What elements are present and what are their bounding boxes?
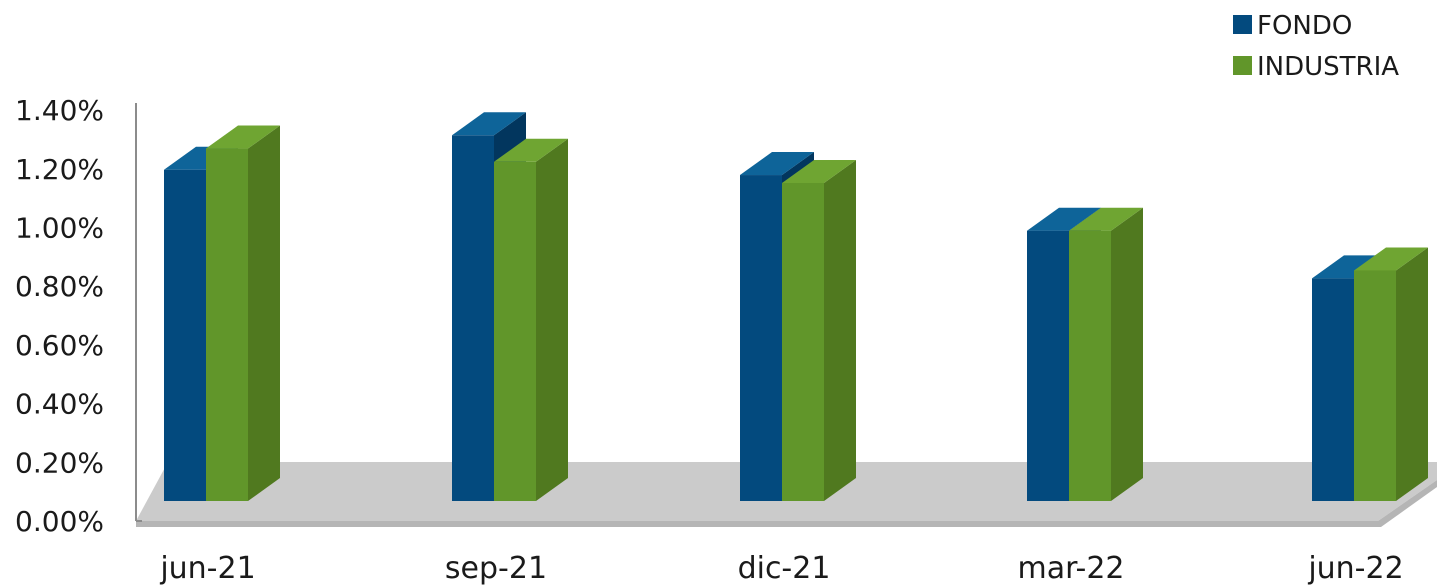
- bar-front: [1354, 270, 1396, 501]
- x-tick-label: sep-21: [445, 551, 547, 586]
- bar-side: [536, 138, 568, 502]
- legend-label: INDUSTRIA: [1257, 52, 1399, 82]
- y-axis: 0.00% 0.20% 0.40% 0.60% 0.80% 1.00% 1.20% 1.40%: [15, 94, 142, 538]
- y-tick-label: 0.00%: [15, 505, 104, 538]
- bar-top: [1069, 207, 1143, 231]
- bar-top: [206, 125, 280, 149]
- legend-label: FONDO: [1257, 11, 1352, 41]
- bar-front: [452, 135, 494, 502]
- x-tick-label: jun-21: [159, 551, 255, 586]
- y-tick-label: 0.80%: [15, 270, 104, 303]
- bar-top: [1354, 247, 1428, 271]
- x-tick-label: dic-21: [738, 551, 831, 586]
- bar-side: [248, 125, 280, 502]
- bar-side: [1111, 207, 1143, 501]
- bar-industria-mar-22: [1069, 207, 1143, 501]
- bar-industria-dic-21: [782, 160, 856, 501]
- y-tick-label: 1.20%: [15, 153, 104, 186]
- bar-front: [1027, 230, 1069, 501]
- bar-front: [1312, 278, 1354, 501]
- legend-item-industria: INDUSTRIA: [1233, 52, 1399, 82]
- bar-front: [164, 169, 206, 501]
- bar-top: [782, 160, 856, 183]
- bar-top: [452, 112, 526, 136]
- bar-top: [740, 152, 814, 176]
- bar-front: [494, 161, 536, 502]
- bar-industria-jun-21: [206, 125, 280, 502]
- bar-industria-jun-22: [1354, 247, 1428, 501]
- bar-front: [1069, 230, 1111, 501]
- bar-side: [1396, 247, 1428, 501]
- bar-top: [1027, 207, 1101, 231]
- bar-front: [782, 183, 824, 501]
- bars: [164, 112, 1428, 502]
- x-axis-labels: jun-21 sep-21 dic-21 mar-22 jun-22: [159, 551, 1403, 586]
- legend: FONDO INDUSTRIA: [1233, 11, 1399, 82]
- legend-swatch: [1233, 15, 1252, 34]
- bar-front: [206, 148, 248, 502]
- y-tick-label: 1.00%: [15, 212, 104, 245]
- bar-top: [494, 138, 568, 162]
- bar-side: [824, 160, 856, 501]
- bar-industria-sep-21: [494, 138, 568, 502]
- x-tick-label: jun-22: [1307, 551, 1403, 586]
- floor-edge: [136, 480, 1437, 527]
- legend-item-fondo: FONDO: [1233, 11, 1352, 41]
- y-tick-label: 0.20%: [15, 446, 104, 479]
- y-tick-label: 0.60%: [15, 329, 104, 362]
- y-tick-label: 0.40%: [15, 388, 104, 421]
- bar-front: [740, 175, 782, 502]
- legend-swatch: [1233, 56, 1252, 75]
- y-tick-label: 1.40%: [15, 94, 104, 127]
- x-tick-label: mar-22: [1017, 551, 1124, 586]
